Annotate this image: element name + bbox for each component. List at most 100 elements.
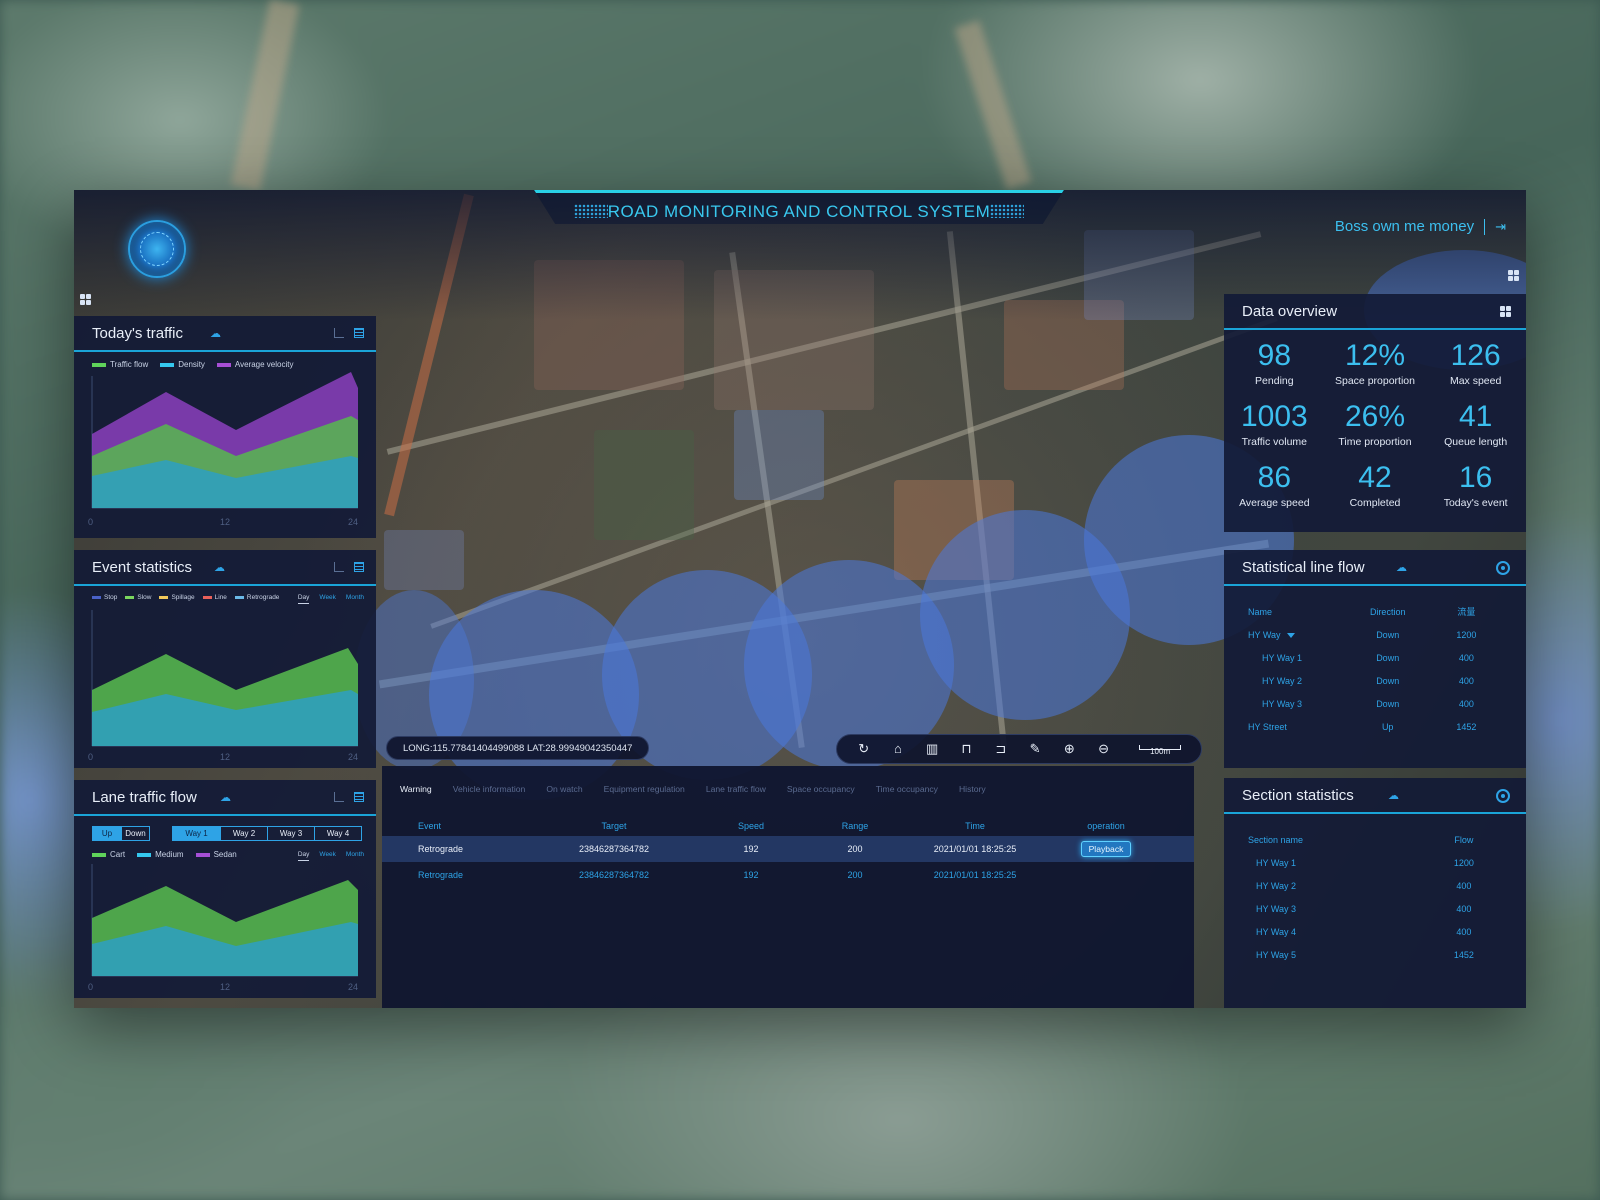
section-statistics-panel: Section statistics ☁ Section name Flow H… bbox=[1224, 778, 1526, 1008]
way-4-tab[interactable]: Way 4 bbox=[314, 827, 361, 840]
stat-completed: 42 Completed bbox=[1325, 460, 1426, 509]
user-name[interactable]: Boss own me money bbox=[1334, 218, 1475, 235]
legend-label: Retrograde bbox=[246, 594, 280, 601]
stat-traffic-volume: 1003 Traffic volume bbox=[1224, 399, 1325, 448]
line-chart-icon[interactable] bbox=[334, 562, 344, 572]
column-header: Time bbox=[965, 821, 985, 831]
events-tabs: Warning Vehicle information On watch Equ… bbox=[400, 784, 986, 794]
tab-equipment-regulation[interactable]: Equipment regulation bbox=[603, 784, 685, 794]
period-week[interactable]: Week bbox=[319, 851, 336, 858]
playback-button[interactable]: Playback bbox=[1080, 841, 1132, 857]
line-chart-icon[interactable] bbox=[334, 328, 344, 338]
row-direction: Down bbox=[1376, 675, 1400, 686]
cloud-download-icon[interactable]: ☁ bbox=[1388, 790, 1399, 802]
table-row[interactable]: Retrograde 23846287364782 192 200 2021/0… bbox=[382, 862, 1194, 888]
column-header: Target bbox=[601, 821, 627, 831]
list-view-icon[interactable] bbox=[354, 792, 364, 802]
settings-icon[interactable] bbox=[1496, 789, 1510, 803]
legend-label: Stop bbox=[104, 594, 118, 601]
time-cell: 2021/01/01 18:25:25 bbox=[933, 870, 1017, 880]
map-icon[interactable]: ▥ bbox=[926, 741, 939, 756]
draw-icon[interactable]: ✎ bbox=[1029, 741, 1041, 756]
building-icon[interactable]: ⌂ bbox=[893, 741, 902, 756]
table-row[interactable]: HY Way 3 400 bbox=[1248, 897, 1502, 920]
tab-warning[interactable]: Warning bbox=[400, 784, 432, 794]
tab-lane-traffic-flow[interactable]: Lane traffic flow bbox=[705, 784, 766, 794]
row-flow: 1452 bbox=[1453, 949, 1474, 960]
panel-title: Data overview bbox=[1242, 303, 1338, 320]
direction-up[interactable]: Up bbox=[93, 827, 121, 840]
stat-pending: 98 Pending bbox=[1224, 338, 1325, 387]
event-statistics-panel: Event statistics ☁ Stop Slow Spillage Li… bbox=[74, 550, 376, 768]
camera-icon[interactable]: ⊐ bbox=[995, 741, 1007, 756]
column-header: Speed bbox=[737, 821, 765, 831]
legend-item: Retrograde bbox=[234, 594, 280, 601]
line-chart-icon[interactable] bbox=[334, 792, 344, 802]
panel-header: Section statistics ☁ bbox=[1224, 778, 1526, 814]
way-3-tab[interactable]: Way 3 bbox=[267, 827, 314, 840]
right-panels-grid-icon[interactable] bbox=[1508, 270, 1520, 282]
table-row[interactable]: HY Way 1 1200 bbox=[1248, 851, 1502, 874]
line-flow-table: Name Direction 流量 HY Way Down 1200 HY Wa… bbox=[1248, 600, 1502, 738]
left-panels-grid-icon[interactable] bbox=[80, 294, 92, 306]
tab-time-occupancy[interactable]: Time occupancy bbox=[875, 784, 938, 794]
gate-icon[interactable]: ⊓ bbox=[961, 741, 972, 756]
tab-on-watch[interactable]: On watch bbox=[546, 784, 583, 794]
table-row[interactable]: HY Way 2 400 bbox=[1248, 874, 1502, 897]
settings-icon[interactable] bbox=[1496, 561, 1510, 575]
tab-space-occupancy[interactable]: Space occupancy bbox=[786, 784, 855, 794]
refresh-icon[interactable]: ↻ bbox=[858, 741, 870, 756]
column-header: Event bbox=[418, 821, 442, 831]
way-1-tab[interactable]: Way 1 bbox=[173, 827, 220, 840]
table-row[interactable]: Retrograde 23846287364782 192 200 2021/0… bbox=[382, 836, 1194, 862]
period-day[interactable]: Day bbox=[297, 594, 310, 604]
list-view-icon[interactable] bbox=[354, 562, 364, 572]
lane-traffic-flow-panel: Lane traffic flow ☁ Up Down Way 1 Way 2 … bbox=[74, 780, 376, 998]
cloud-download-icon[interactable]: ☁ bbox=[214, 562, 225, 574]
logout-icon[interactable]: ⇥ bbox=[1495, 218, 1506, 234]
expand-caret-icon[interactable] bbox=[1286, 632, 1295, 638]
section-table: Section name Flow HY Way 1 1200 HY Way 2… bbox=[1248, 828, 1502, 966]
table-row[interactable]: HY Way 3 Down 400 bbox=[1248, 692, 1502, 715]
statistical-line-flow-panel: Statistical line flow ☁ Name Direction 流… bbox=[1224, 550, 1526, 768]
view-switch bbox=[334, 562, 364, 572]
period-week[interactable]: Week bbox=[319, 594, 336, 601]
legend-item: Cart bbox=[92, 850, 125, 859]
row-name: HY Way 1 bbox=[1262, 652, 1303, 663]
stat-value: 98 bbox=[1257, 339, 1292, 372]
table-header: Name Direction 流量 bbox=[1248, 600, 1502, 623]
table-row[interactable]: HY Way 2 Down 400 bbox=[1248, 669, 1502, 692]
table-row[interactable]: HY Way 4 400 bbox=[1248, 920, 1502, 943]
row-name: HY Way 2 bbox=[1256, 880, 1297, 891]
direction-down[interactable]: Down bbox=[120, 827, 149, 840]
period-month[interactable]: Month bbox=[345, 594, 364, 601]
map-district bbox=[594, 430, 694, 540]
period-month[interactable]: Month bbox=[345, 851, 364, 858]
stat-label: Time proportion bbox=[1338, 436, 1412, 448]
zoom-out-icon[interactable]: ⊖ bbox=[1098, 741, 1110, 756]
way-2-tab[interactable]: Way 2 bbox=[220, 827, 267, 840]
row-name: HY Way bbox=[1248, 629, 1281, 640]
period-selector: Day Week Month bbox=[297, 851, 364, 861]
row-name: HY Way 5 bbox=[1256, 949, 1297, 960]
app-title: ROAD MONITORING AND CONTROL SYSTEM bbox=[607, 202, 991, 221]
tab-vehicle-information[interactable]: Vehicle information bbox=[452, 784, 526, 794]
list-view-icon[interactable] bbox=[354, 328, 364, 338]
grid-view-icon[interactable] bbox=[1500, 306, 1512, 318]
table-row[interactable]: HY Way Down 1200 bbox=[1248, 623, 1502, 646]
cloud-download-icon[interactable]: ☁ bbox=[1396, 562, 1407, 574]
legend-item: Sedan bbox=[195, 850, 237, 859]
table-row[interactable]: HY Way 1 Down 400 bbox=[1248, 646, 1502, 669]
cloud-download-icon[interactable]: ☁ bbox=[220, 792, 231, 804]
legend-item: Line bbox=[202, 594, 227, 601]
time-cell: 2021/01/01 18:25:25 bbox=[933, 844, 1017, 854]
row-name: HY Way 4 bbox=[1256, 926, 1297, 937]
tab-history[interactable]: History bbox=[958, 784, 986, 794]
cloud-download-icon[interactable]: ☁ bbox=[210, 328, 221, 340]
legend-item: Density bbox=[160, 360, 205, 369]
period-day[interactable]: Day bbox=[297, 851, 310, 861]
table-row[interactable]: HY Street Up 1452 bbox=[1248, 715, 1502, 738]
event-area-chart: 0 12 24 bbox=[88, 610, 358, 762]
zoom-in-icon[interactable]: ⊕ bbox=[1063, 741, 1075, 756]
table-row[interactable]: HY Way 5 1452 bbox=[1248, 943, 1502, 966]
